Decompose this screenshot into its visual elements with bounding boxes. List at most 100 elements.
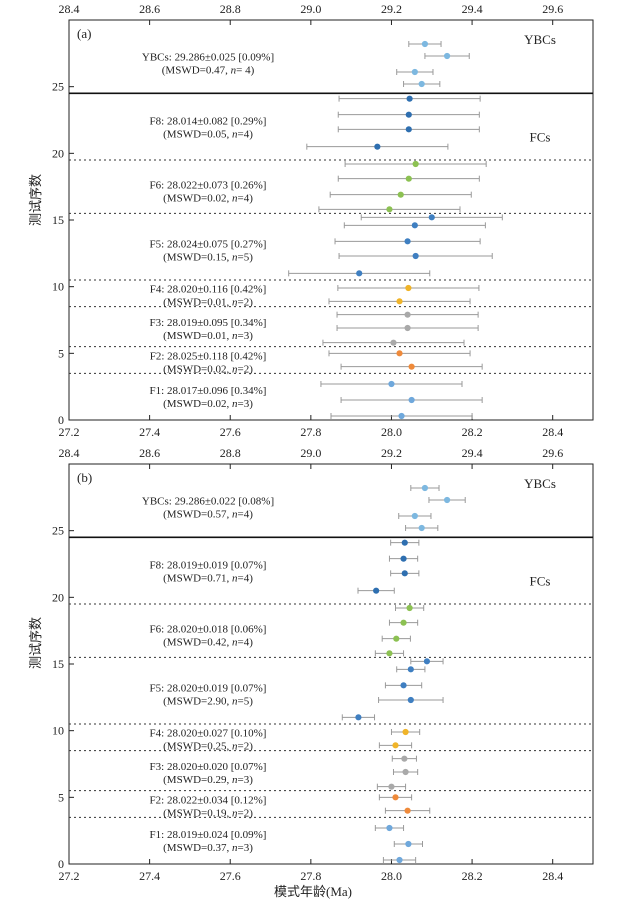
panel-b-annotation-4-line1: F4: 28.020±0.027 [0.10%] <box>150 728 267 740</box>
panel-b-ytick-label-1: 5 <box>58 790 64 804</box>
panel-b-annotation-5-line2-suffix: =3) <box>237 774 253 786</box>
panel-a: 27.2 27.4 27.6 27.8 28.0 28.2 28.4 28.4 28.6 28.8… <box>52 2 594 439</box>
panel-a-annotation-5-line2: (MSWD=0.01, n=3) <box>163 330 253 342</box>
panel-b-f2-point-1 <box>392 794 399 801</box>
panel-b-ytick-label-0: 0 <box>58 857 64 871</box>
panel-a-annotation-2-line2-suffix: =4) <box>237 193 253 205</box>
panel-a-annotation-1-line1: F8: 28.014±0.082 [0.29%] <box>150 116 267 128</box>
panel-b-top-xtick-label-6: 29.6 <box>542 446 563 460</box>
panel-b-f8-point-2 <box>400 555 407 562</box>
panel-b-f1-point-1 <box>405 840 412 848</box>
panel-b: 27.2 27.4 27.6 27.8 28.0 28.2 28.4 28.4 28.6 28.8… <box>52 446 594 883</box>
panel-b-annotation-2-line2: (MSWD=0.42, n=4) <box>163 637 253 649</box>
panel-a-annotation-4-line2: (MSWD=0.01, n=2) <box>163 297 253 309</box>
panel-a-frame <box>68 19 594 421</box>
panel-a-ytick-label-1: 5 <box>58 346 64 360</box>
panel-b-top-xtick-label-3: 29.0 <box>300 446 321 460</box>
panel-b-ytick-label-3: 15 <box>52 657 64 671</box>
panel-a-top-xtick-label-3: 29.0 <box>300 2 321 16</box>
panel-b-f3-point-2 <box>401 755 408 762</box>
panel-b-annotation-0-line2-suffix: =4) <box>237 509 253 521</box>
panel-b-top-xtick-label-0: 28.4 <box>59 446 80 460</box>
panel-a-annotation-2-line1: F6: 28.022±0.073 [0.26%] <box>150 180 267 192</box>
panel-b-annotation-3-line2-suffix: =5) <box>237 695 253 707</box>
panel-b-f3-point-1 <box>402 768 409 776</box>
panel-a-ybcs-point-2 <box>443 52 451 60</box>
panel-a-annotation-1-line2-suffix: =4) <box>237 129 253 141</box>
panel-b-annotation-4-line2: (MSWD=0.25, n=2) <box>163 741 253 753</box>
panel-a-f8-point-1 <box>405 126 412 133</box>
panel-a-ytick-label-0: 0 <box>58 413 64 427</box>
panel-b-ybcs-point-2 <box>443 496 451 504</box>
panel-b-annotation-5-line2-n: n <box>232 774 238 786</box>
panel-b-label: (b) <box>77 470 92 485</box>
panel-a-annotation-5-line2-prefix: (MSWD=0.01, <box>163 330 232 342</box>
panel-a-annotation-3-line2-n: n <box>232 251 238 263</box>
panel-b-ybcs-point-3 <box>421 484 429 492</box>
panel-b-f2-point-0 <box>404 807 411 814</box>
panel-a-f5-point-3 <box>411 222 418 229</box>
panel-a-xtick-label-4: 28.0 <box>381 425 402 439</box>
panel-b-top-xtick-label-4: 29.2 <box>381 446 402 460</box>
panel-b-annotation-1-line2-prefix: (MSWD=0.71, <box>163 573 232 585</box>
panel-b-annotation-3-line2: (MSWD=2.90, n=5) <box>163 695 253 707</box>
panel-b-top-xtick-label-2: 28.8 <box>220 446 241 460</box>
panel-b-top-xtick-label-1: 28.6 <box>139 446 160 460</box>
panel-a-annotation-3-line2-suffix: =5) <box>237 251 253 263</box>
panel-a-xtick-label-5: 28.2 <box>462 425 483 439</box>
panel-a-f5-point-1 <box>412 252 419 260</box>
panel-a-f6-point-2 <box>405 175 412 182</box>
panel-a-annotation-3-line1: F5: 28.024±0.075 [0.27%] <box>150 238 267 250</box>
panel-b-annotation-2-line2-suffix: =4) <box>237 637 253 649</box>
panel-b-annotation-4-line2-n: n <box>232 741 238 753</box>
panel-a-f1-point-0 <box>398 412 405 420</box>
panel-a-annotation-4-line2-n: n <box>232 297 238 309</box>
panel-a-annotation-6-line2-suffix: =2) <box>237 363 253 375</box>
panel-b-f3-point-0 <box>388 783 395 790</box>
panel-b-xtick-label-0: 27.2 <box>59 869 80 883</box>
panel-b-annotation-0-line2-n: n <box>232 509 238 521</box>
panel-a-f4-point-0 <box>396 298 403 305</box>
panel-a-ybcs-point-0 <box>418 80 425 88</box>
panel-b-f4-point-1 <box>402 728 409 736</box>
panel-b-annotation-7-line2-n: n <box>232 842 238 854</box>
y-axis-label-b: 测试序数 <box>28 617 43 669</box>
panel-b-f6-point-2 <box>400 619 407 626</box>
panel-a-f8-point-0 <box>374 143 381 150</box>
panel-b-annotation-6-line2-prefix: (MSWD=0.19, <box>163 807 232 819</box>
panel-a-f4-point-1 <box>405 284 412 292</box>
panel-a-f1-point-1 <box>408 396 415 404</box>
panel-b-annotation-0-line2: (MSWD=0.57, n=4) <box>163 509 253 521</box>
panel-a-f5-point-2 <box>404 238 411 245</box>
panel-a-f6-point-3 <box>412 160 419 168</box>
panel-a-f3-point-2 <box>404 311 411 318</box>
panel-a-annotation-2-line2-n: n <box>232 193 238 205</box>
panel-a-group-label-1: FCs <box>530 129 551 144</box>
panel-a-annotation-5-line1: F3: 28.019±0.095 [0.34%] <box>150 317 267 329</box>
panel-a-annotation-0-line2-prefix: (MSWD=0.47, <box>162 65 231 77</box>
panel-b-annotation-2-line2-prefix: (MSWD=0.42, <box>163 637 232 649</box>
panel-b-f8-point-0 <box>373 587 380 594</box>
panel-a-f3-point-0 <box>390 339 397 346</box>
panel-b-annotation-3-line2-prefix: (MSWD=2.90, <box>163 695 232 707</box>
panel-b-f5-point-1 <box>407 696 414 704</box>
panel-a-annotation-7-line2-n: n <box>232 398 238 410</box>
panel-a-annotation-0-line1: YBCs: 29.286±0.025 [0.09%] <box>142 52 274 64</box>
panel-b-annotation-7-line2-suffix: =3) <box>237 842 253 854</box>
panel-a-annotation-6-line2-n: n <box>232 363 238 375</box>
panel-b-annotation-1-line1: F8: 28.019±0.019 [0.07%] <box>150 560 267 572</box>
panel-a-f5-point-0 <box>356 270 363 277</box>
panel-a-xtick-label-0: 27.2 <box>59 425 80 439</box>
panel-a-ytick-label-3: 15 <box>52 213 64 227</box>
panel-a-annotation-2-line2-prefix: (MSWD=0.02, <box>163 193 232 205</box>
panel-a-annotation-7-line2: (MSWD=0.02, n=3) <box>163 398 253 410</box>
panel-a-top-xtick-label-5: 29.4 <box>462 2 483 16</box>
panel-b-annotation-0-line1: YBCs: 29.286±0.022 [0.08%] <box>142 496 274 508</box>
panel-b-annotation-2-line2-n: n <box>232 637 238 649</box>
panel-b-xtick-label-1: 27.4 <box>139 869 160 883</box>
panel-a-f5-point-4 <box>428 214 435 221</box>
panel-b-xtick-label-3: 27.8 <box>300 869 321 883</box>
panel-a-annotation-4-line2-prefix: (MSWD=0.01, <box>163 297 232 309</box>
panel-b-annotation-3-line1: F5: 28.020±0.019 [0.07%] <box>150 682 267 694</box>
